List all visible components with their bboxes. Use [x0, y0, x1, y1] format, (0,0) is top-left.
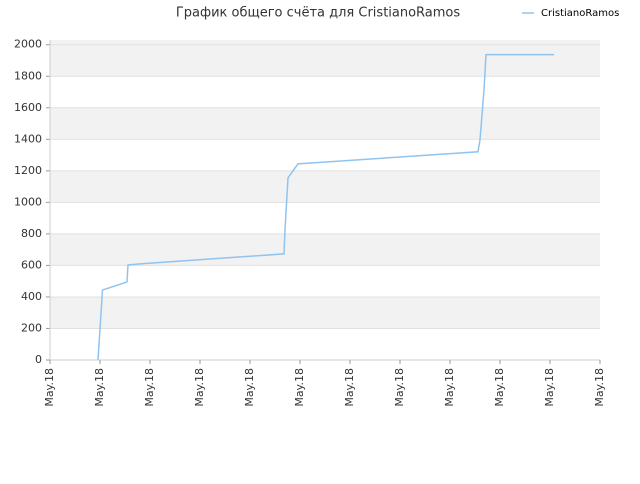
grid-band	[50, 170, 600, 203]
x-tick-label: May.18	[343, 368, 356, 407]
series-line	[97, 53, 554, 361]
x-tick-label: May.18	[393, 368, 406, 407]
y-tick-label: 600	[21, 258, 42, 271]
x-tick-label: May.18	[93, 368, 106, 407]
y-tick-label: 1000	[14, 195, 42, 208]
grid-band	[50, 296, 600, 329]
y-tick-label: 2000	[14, 38, 42, 51]
x-tick-label: May.18	[543, 368, 556, 407]
x-tick-label: May.18	[293, 368, 306, 407]
y-tick-label: 0	[35, 353, 42, 366]
x-tick-label: May.18	[243, 368, 256, 407]
chart-title: График общего счёта для CristianoRamos	[176, 6, 461, 21]
x-tick-label: May.18	[593, 368, 606, 407]
grid-band	[50, 107, 600, 140]
y-tick-label: 200	[21, 321, 42, 334]
x-tick-label: May.18	[493, 368, 506, 407]
y-tick-label: 1800	[14, 69, 42, 82]
y-tick-label: 800	[21, 227, 42, 240]
grid-band	[50, 233, 600, 266]
x-tick-label: May.18	[143, 368, 156, 407]
x-tick-label: May.18	[193, 368, 206, 407]
y-tick-label: 400	[21, 290, 42, 303]
x-tick-label: May.18	[443, 368, 456, 407]
y-tick-label: 1400	[14, 132, 42, 145]
grid-band	[50, 44, 600, 77]
y-tick-label: 1200	[14, 164, 42, 177]
legend-label: CristianoRamos	[541, 8, 619, 19]
y-tick-label: 1600	[14, 101, 42, 114]
x-tick-label: May.18	[43, 368, 56, 407]
